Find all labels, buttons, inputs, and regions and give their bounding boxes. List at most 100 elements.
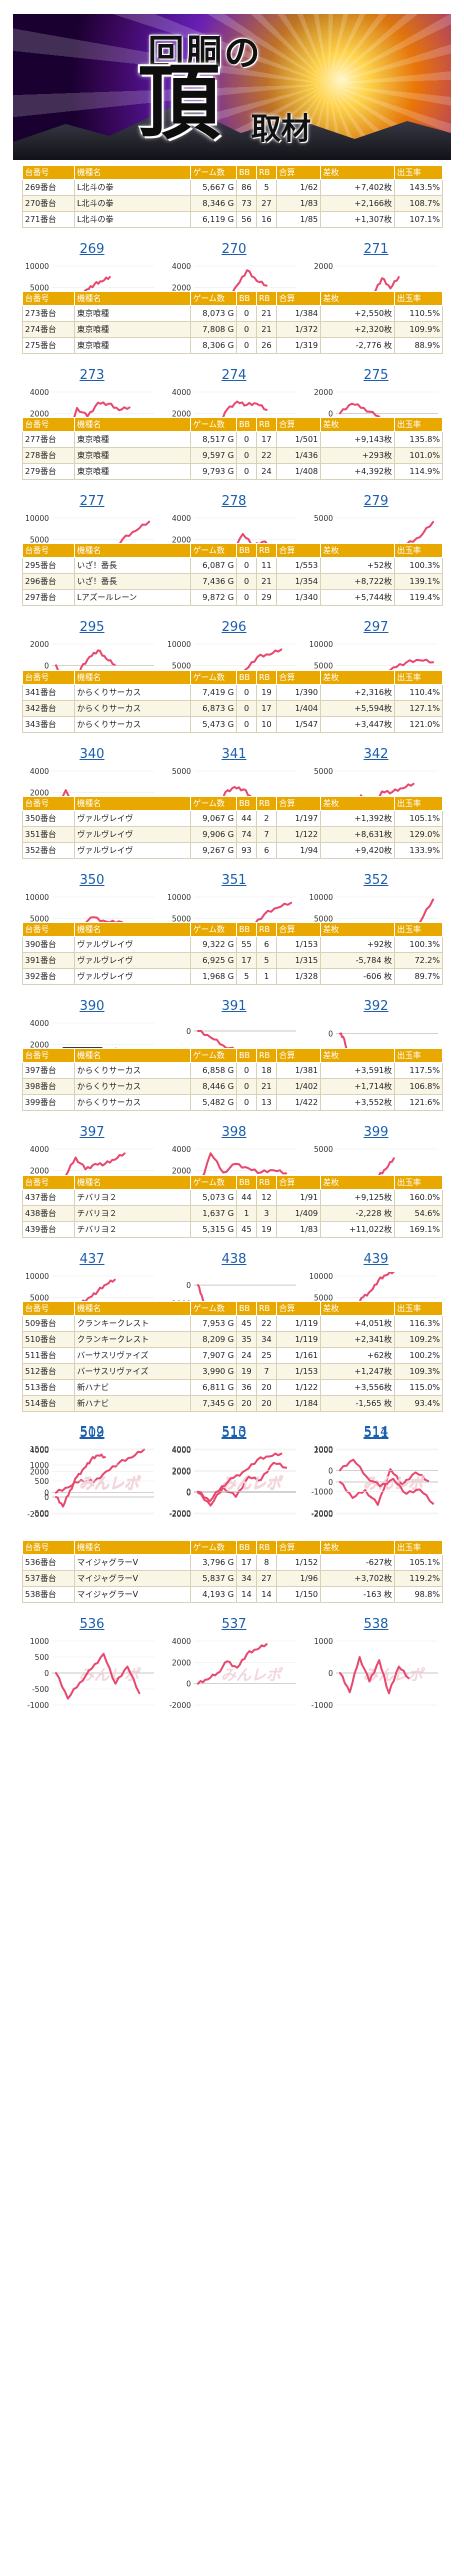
chart-title-link[interactable]: 341	[221, 747, 247, 762]
table-row[interactable]: 279番台 東京喰種 9,793 G 0 24 1/408 +4,392枚 114.9%	[22, 463, 443, 480]
chart-title-link[interactable]: 296	[221, 620, 247, 635]
chart-title-link[interactable]: 514	[363, 1425, 389, 1440]
chart-title-link[interactable]: 509	[79, 1426, 105, 1441]
chart-title-link[interactable]: 392	[363, 999, 389, 1014]
table-row[interactable]: 391番台 ヴァルヴレイヴ 6,925 G 17 5 1/315 -5,784 枚 72.2%	[22, 952, 443, 969]
table-cell: 1/83	[276, 1221, 321, 1238]
chart-title-link[interactable]: 398	[221, 1125, 247, 1140]
chart-title-link[interactable]: 350	[79, 873, 105, 888]
table-row[interactable]: 538番台 マイジャグラーV 4,193 G 14 14 1/150 -163 枚 98.8%	[22, 1586, 443, 1603]
table-cell: 35	[236, 1331, 257, 1348]
table-cell: 1/354	[276, 573, 321, 590]
chart-title-link[interactable]: 537	[221, 1617, 247, 1632]
chart-title-link[interactable]: 352	[363, 873, 389, 888]
table-row[interactable]: 514番台 新ハナビ 7,345 G 20 20 1/184 -1,565 枚 93.4%	[22, 1395, 443, 1412]
chart-title-link[interactable]: 297	[363, 620, 389, 635]
chart-title-link[interactable]: 510	[221, 1426, 247, 1441]
table-row[interactable]: 399番台 からくりサーカス 5,482 G 0 13 1/422 +3,552枚 121.6…	[22, 1094, 443, 1111]
column-header: BB	[236, 417, 257, 432]
table-row[interactable]: 277番台 東京喰種 8,517 G 0 17 1/501 +9,143枚 135.8%	[22, 431, 443, 448]
table-row[interactable]: 438番台 チバリヨ２ 1,637 G 1 3 1/409 -2,228 枚 54.6%	[22, 1205, 443, 1222]
chart-title-link[interactable]: 399	[363, 1125, 389, 1140]
table-cell: 8,346 G	[190, 195, 237, 212]
table-row[interactable]: 296番台 いざ！番長 7,436 G 0 21 1/354 +8,722枚 139.1%	[22, 573, 443, 590]
chart-title-link[interactable]: 269	[79, 242, 105, 257]
table-row[interactable]: 437番台 チバリヨ２ 5,073 G 44 12 1/91 +9,125枚 160.0%	[22, 1189, 443, 1206]
table-row[interactable]: 536番台 マイジャグラーV 3,796 G 17 8 1/152 -627枚 105.1%	[22, 1554, 443, 1571]
table-row[interactable]: 341番台 からくりサーカス 7,419 G 0 19 1/390 +2,316枚 110.4…	[22, 684, 443, 701]
chart-title-link[interactable]: 273	[79, 368, 105, 383]
column-header: BB	[236, 291, 257, 306]
table-row[interactable]: 275番台 東京喰種 8,306 G 0 26 1/319 -2,776 枚 88.9%	[22, 337, 443, 354]
table-row[interactable]: 274番台 東京喰種 7,808 G 0 21 1/372 +2,320枚 109.9%	[22, 321, 443, 338]
chart-title-link[interactable]: 351	[221, 873, 247, 888]
column-header: 差枚	[320, 796, 395, 811]
table-cell: 129.0%	[394, 826, 443, 843]
table-row[interactable]: 439番台 チバリヨ２ 5,315 G 45 19 1/83 +11,022枚 169.1%	[22, 1221, 443, 1238]
chart-title-link[interactable]: 538	[363, 1617, 389, 1632]
table-row[interactable]: 350番台 ヴァルヴレイヴ 9,067 G 44 2 1/197 +1,392枚 105.1%	[22, 810, 443, 827]
table-row[interactable]: 512番台 バーサスリヴァイズ 3,990 G 19 7 1/153 +1,247枚 109.…	[22, 1363, 443, 1380]
table-row[interactable]: 513番台 新ハナビ 6,811 G 36 20 1/122 +3,556枚 115.0%	[22, 1379, 443, 1396]
column-header: 台番号	[22, 1301, 75, 1316]
chart-title-link[interactable]: 277	[79, 494, 105, 509]
table-cell: 88.9%	[394, 337, 443, 354]
chart-title-link[interactable]: 438	[221, 1252, 247, 1267]
chart-title-link[interactable]: 512	[79, 1425, 105, 1440]
table-row[interactable]: 343番台 からくりサーカス 5,473 G 0 10 1/547 +3,447枚 121.0…	[22, 716, 443, 733]
slump-line	[197, 1461, 288, 1507]
table-row[interactable]: 397番台 からくりサーカス 6,858 G 0 18 1/381 +3,591枚 117.5…	[22, 1062, 443, 1079]
y-tick-label: 2000	[314, 1446, 333, 1455]
chart-title-link[interactable]: 437	[79, 1252, 105, 1267]
table-row[interactable]: 271番台 L北斗の拳 6,119 G 56 16 1/85 +1,307枚 107.1%	[22, 211, 443, 228]
table-row[interactable]: 269番台 L北斗の拳 5,667 G 86 5 1/62 +7,402枚 143.5%	[22, 179, 443, 196]
table-row[interactable]: 278番台 東京喰種 9,597 G 0 22 1/436 +293枚 101.0%	[22, 447, 443, 464]
chart-plot: 1500 1000 500 0 -500 みんレポ	[30, 1445, 154, 1518]
y-tick-label: 5000	[314, 514, 333, 523]
chart-title-link[interactable]: 279	[363, 494, 389, 509]
table-row[interactable]: 342番台 からくりサーカス 6,873 G 0 17 1/404 +5,594枚 127.1…	[22, 700, 443, 717]
table-cell: 8,073 G	[190, 305, 237, 322]
chart-title-link[interactable]: 397	[79, 1125, 105, 1140]
chart-title-link[interactable]: 391	[221, 999, 247, 1014]
y-tick-label: 2000	[172, 535, 191, 544]
column-header: 機種名	[74, 922, 191, 937]
y-tick-label: 1500	[30, 1445, 49, 1454]
table-row[interactable]: 509番台 クランキークレスト 7,953 G 45 22 1/119 +4,051枚 116…	[22, 1315, 443, 1332]
table-cell: +2,550枚	[320, 305, 395, 322]
table-row[interactable]: 392番台 ヴァルヴレイヴ 1,968 G 5 1 1/328 -606 枚 89.7%	[22, 968, 443, 985]
chart-title-link[interactable]: 271	[363, 242, 389, 257]
chart-plot: 4000 2000 0 -2000 みんレポ	[27, 1446, 154, 1519]
table-cell: 1/122	[276, 1379, 321, 1396]
table-row[interactable]: 511番台 バーサスリヴァイズ 7,907 G 24 25 1/161 +62枚 100.2%	[22, 1347, 443, 1364]
chart-title-link[interactable]: 275	[363, 368, 389, 383]
chart-title-link[interactable]: 340	[79, 747, 105, 762]
table-row[interactable]: 351番台 ヴァルヴレイヴ 9,906 G 74 7 1/122 +8,631枚 129.0%	[22, 826, 443, 843]
chart-title-link[interactable]: 511	[363, 1426, 389, 1441]
table-cell: 19	[236, 1363, 257, 1380]
y-tick-label: -2000	[169, 1510, 191, 1519]
table-row[interactable]: 352番台 ヴァルヴレイヴ 9,267 G 93 6 1/94 +9,420枚 133.9%	[22, 842, 443, 859]
y-tick-label: 2000	[172, 283, 191, 292]
table-cell: 1,968 G	[190, 968, 237, 985]
slump-line	[339, 1468, 430, 1506]
chart-title-link[interactable]: 274	[221, 368, 247, 383]
table-row[interactable]: 297番台 Lアズールレーン 9,872 G 0 29 1/340 +5,744枚 119.4…	[22, 589, 443, 606]
table-row[interactable]: 510番台 クランキークレスト 8,209 G 35 34 1/119 +2,341枚 109…	[22, 1331, 443, 1348]
table-cell: 100.3%	[394, 557, 443, 574]
chart-title-link[interactable]: 278	[221, 494, 247, 509]
table-row[interactable]: 295番台 いざ！番長 6,087 G 0 11 1/553 +52枚 100.3%	[22, 557, 443, 574]
chart-title-link[interactable]: 536	[79, 1617, 105, 1632]
chart-title-link[interactable]: 390	[79, 999, 105, 1014]
table-row[interactable]: 270番台 L北斗の拳 8,346 G 73 27 1/83 +2,166枚 108.7%	[22, 195, 443, 212]
table-row[interactable]: 398番台 からくりサーカス 8,446 G 0 21 1/402 +1,714枚 106.8…	[22, 1078, 443, 1095]
table-row[interactable]: 537番台 マイジャグラーV 5,837 G 34 27 1/96 +3,702枚 119.2…	[22, 1570, 443, 1587]
y-tick-label: 0	[328, 1669, 333, 1678]
chart-title-link[interactable]: 342	[363, 747, 389, 762]
chart-title-link[interactable]: 270	[221, 242, 247, 257]
table-row[interactable]: 273番台 東京喰種 8,073 G 0 21 1/384 +2,550枚 110.5%	[22, 305, 443, 322]
table-row[interactable]: 390番台 ヴァルヴレイヴ 9,322 G 55 6 1/153 +92枚 100.3%	[22, 936, 443, 953]
chart-title-link[interactable]: 439	[363, 1252, 389, 1267]
chart-title-link[interactable]: 513	[221, 1425, 247, 1440]
chart-title-link[interactable]: 295	[79, 620, 105, 635]
